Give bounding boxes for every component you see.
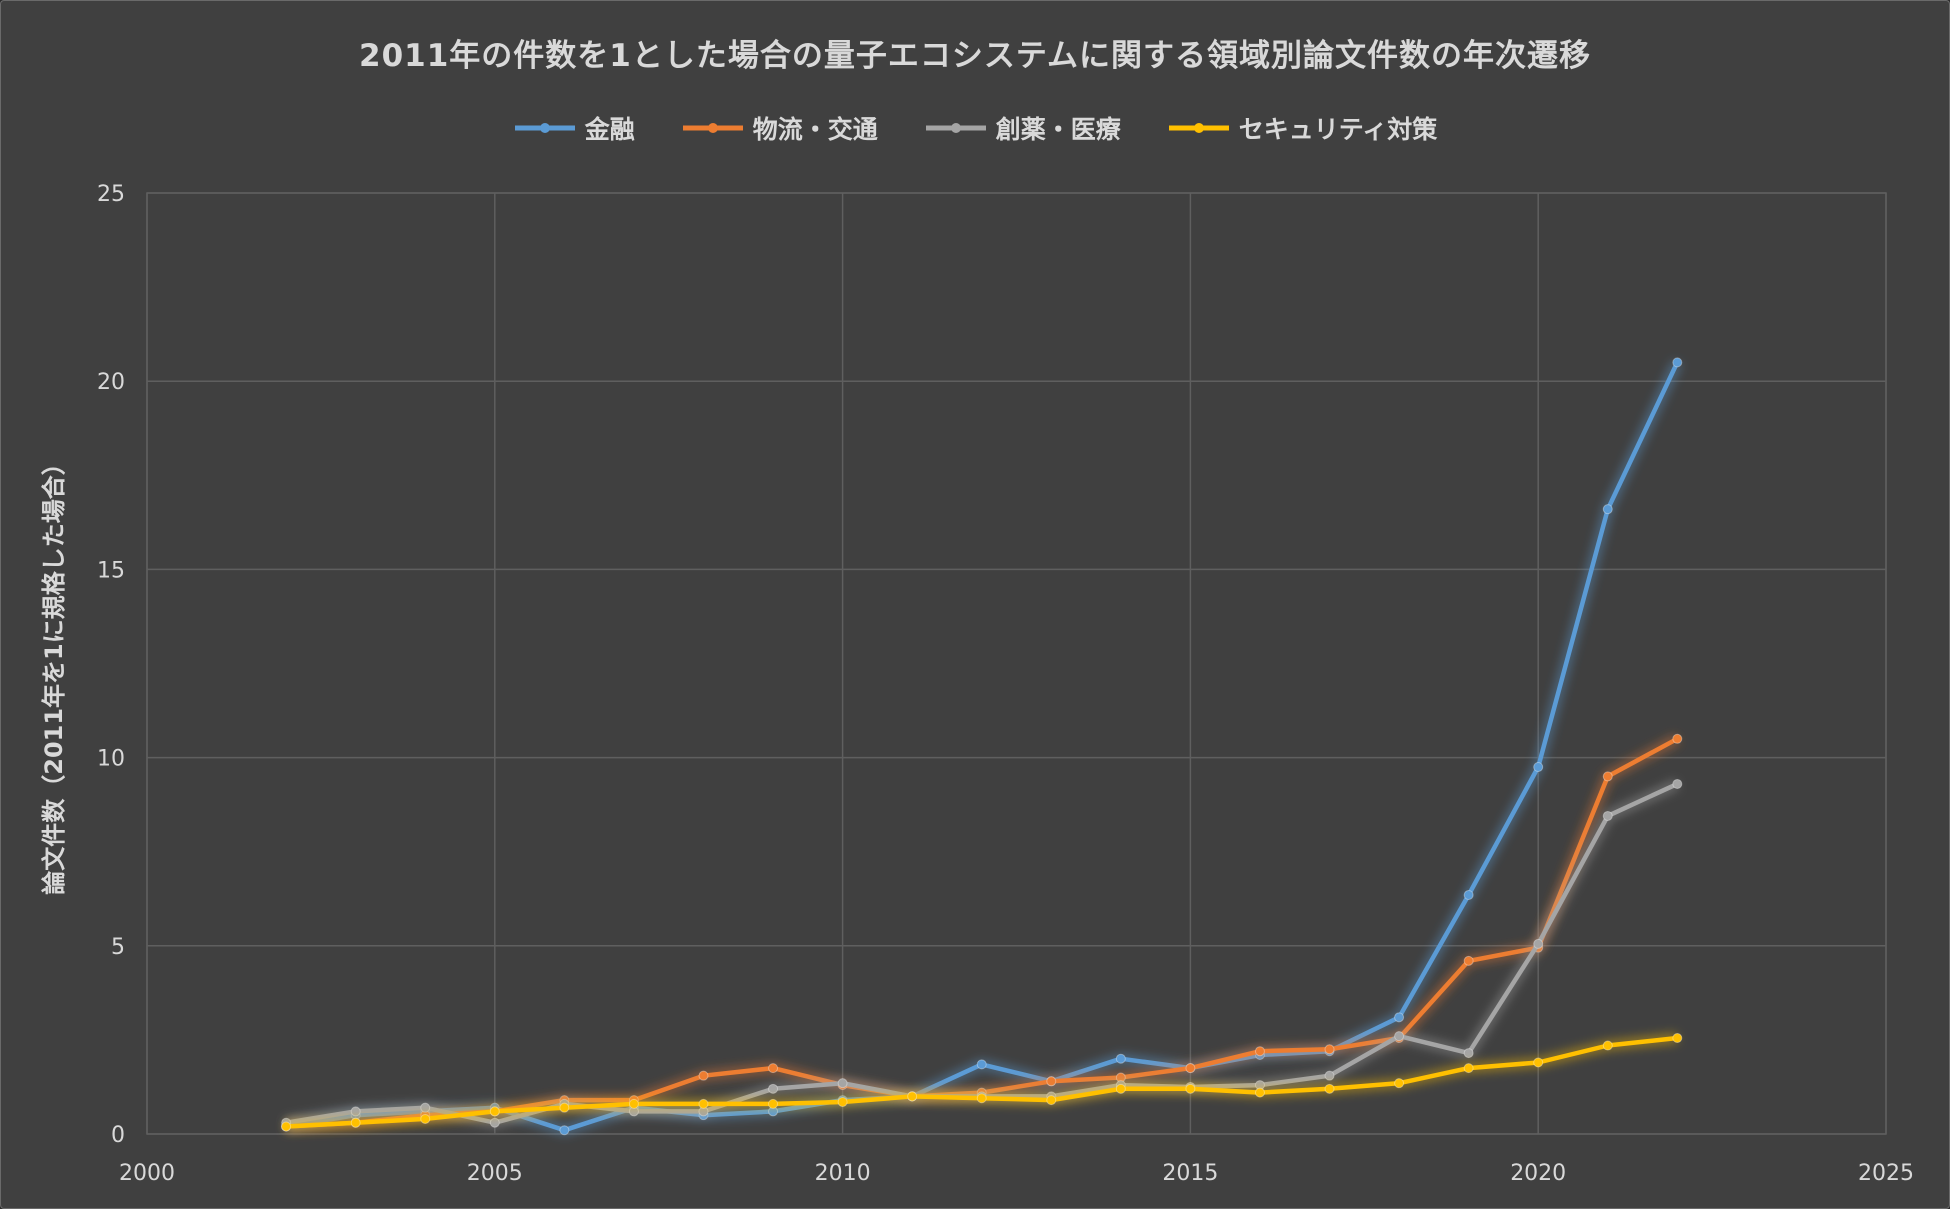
legend-item-3: セキュリティ対策 bbox=[1167, 110, 1438, 146]
y-tick-label: 5 bbox=[111, 935, 125, 960]
data-point bbox=[1463, 955, 1474, 966]
y-tick-label: 0 bbox=[111, 1123, 125, 1148]
data-point bbox=[628, 1098, 639, 1109]
data-point bbox=[1463, 1048, 1474, 1059]
data-point bbox=[1394, 1031, 1405, 1042]
data-point bbox=[489, 1106, 500, 1117]
plot-area bbox=[146, 192, 1887, 1135]
data-point bbox=[1602, 1040, 1613, 1051]
legend-label-0: 金融 bbox=[584, 115, 635, 144]
data-point bbox=[350, 1106, 361, 1117]
data-point bbox=[1672, 357, 1683, 368]
x-tick-label: 2020 bbox=[1510, 1161, 1566, 1186]
legend-item-0: 金融 bbox=[513, 110, 635, 146]
data-point bbox=[1254, 1046, 1265, 1057]
chart-title: 2011年の件数を1とした場合の量子エコシステムに関する領域別論文件数の年次遷移 bbox=[359, 38, 1591, 74]
x-tick-label: 2010 bbox=[815, 1161, 871, 1186]
legend-swatch-3 bbox=[1168, 123, 1229, 133]
chart-legend: 金融 物流・交通 創薬・医療 セキュリティ対策 bbox=[0, 110, 1950, 146]
data-point bbox=[698, 1070, 709, 1081]
data-point bbox=[1254, 1087, 1265, 1098]
series-3 bbox=[281, 1033, 1683, 1132]
data-point bbox=[768, 1098, 779, 1109]
x-tick-label: 2000 bbox=[119, 1161, 175, 1186]
y-tick-label: 25 bbox=[97, 182, 125, 207]
data-point bbox=[1672, 733, 1683, 744]
y-tick-label: 20 bbox=[97, 370, 125, 395]
data-point bbox=[1046, 1076, 1057, 1087]
data-point bbox=[281, 1121, 292, 1132]
data-point bbox=[1602, 504, 1613, 515]
data-point bbox=[1672, 778, 1683, 789]
data-point bbox=[1463, 889, 1474, 900]
data-point bbox=[420, 1102, 431, 1113]
data-point bbox=[1324, 1044, 1335, 1055]
data-point bbox=[1046, 1095, 1057, 1106]
legend-swatch-2 bbox=[925, 123, 986, 133]
data-point bbox=[489, 1117, 500, 1128]
legend-swatch-0 bbox=[514, 123, 575, 133]
legend-label-1: 物流・交通 bbox=[752, 115, 878, 144]
legend-label-3: セキュリティ対策 bbox=[1238, 115, 1438, 144]
data-point bbox=[1185, 1083, 1196, 1094]
data-point bbox=[1394, 1012, 1405, 1023]
x-tick-label: 2015 bbox=[1162, 1161, 1218, 1186]
data-point bbox=[1463, 1063, 1474, 1074]
data-point bbox=[559, 1125, 570, 1136]
y-tick-label: 10 bbox=[97, 747, 125, 772]
data-point bbox=[1533, 938, 1544, 949]
data-point bbox=[1115, 1053, 1126, 1064]
y-tick-label: 15 bbox=[97, 558, 125, 583]
series-0 bbox=[281, 357, 1683, 1136]
data-point bbox=[1324, 1070, 1335, 1081]
x-tick-label: 2025 bbox=[1858, 1161, 1914, 1186]
legend-label-2: 創薬・医療 bbox=[995, 115, 1121, 144]
data-point bbox=[1533, 762, 1544, 773]
legend-swatch-1 bbox=[682, 123, 743, 133]
data-point bbox=[559, 1102, 570, 1113]
data-point bbox=[768, 1063, 779, 1074]
y-axis-label: 論文件数（2011年を1に規格した場合） bbox=[40, 451, 68, 895]
series-2 bbox=[281, 778, 1683, 1128]
data-point bbox=[976, 1093, 987, 1104]
data-point bbox=[420, 1113, 431, 1124]
data-point bbox=[1115, 1083, 1126, 1094]
data-point bbox=[1672, 1033, 1683, 1044]
data-point bbox=[1324, 1083, 1335, 1094]
data-point bbox=[907, 1091, 918, 1102]
data-point bbox=[1185, 1063, 1196, 1074]
data-point bbox=[837, 1097, 848, 1108]
data-point bbox=[350, 1117, 361, 1128]
data-point bbox=[1533, 1057, 1544, 1068]
data-point bbox=[698, 1098, 709, 1109]
data-point bbox=[768, 1083, 779, 1094]
data-point bbox=[1394, 1078, 1405, 1089]
data-point bbox=[1602, 771, 1613, 782]
x-tick-label: 2005 bbox=[467, 1161, 523, 1186]
legend-item-1: 物流・交通 bbox=[681, 110, 878, 146]
data-point bbox=[976, 1059, 987, 1070]
data-point bbox=[837, 1078, 848, 1089]
data-point bbox=[1602, 810, 1613, 821]
legend-item-2: 創薬・医療 bbox=[924, 110, 1121, 146]
